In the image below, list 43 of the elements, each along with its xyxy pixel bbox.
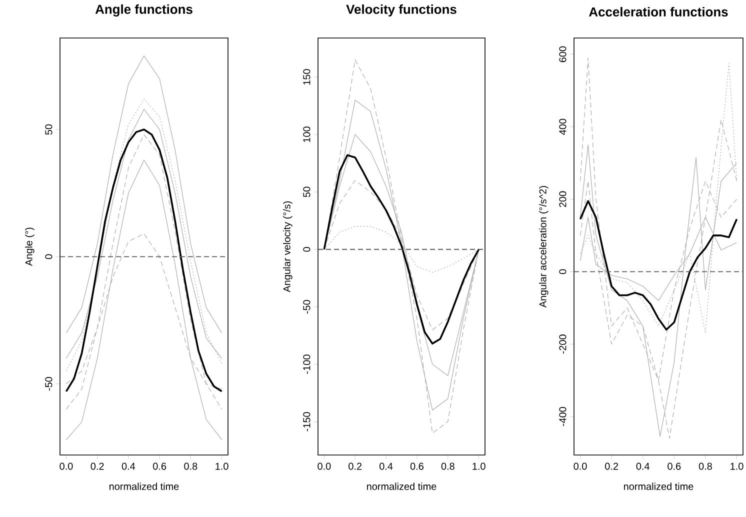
x-tick-label: 0.4 — [380, 462, 393, 470]
y-axis-title: Angular acceleration (°/s^2) — [539, 186, 548, 308]
y-tick-label: 200 — [559, 191, 566, 208]
x-tick-label: 0.2 — [90, 462, 104, 470]
x-tick-label: 0.2 — [605, 462, 618, 470]
y-tick-label: -200 — [559, 334, 566, 354]
x-tick-label: 0.2 — [348, 462, 362, 470]
x-tick-label: 1.0 — [472, 462, 486, 470]
x-tick-label: 0.8 — [698, 462, 712, 470]
chart-title: Velocity functions — [346, 4, 456, 16]
y-tick-label: 0 — [303, 246, 310, 252]
y-tick-label: -50 — [45, 376, 52, 391]
y-tick-label: -50 — [303, 300, 310, 314]
chart-title: Angle functions — [95, 4, 192, 17]
x-tick-label: 0.4 — [122, 462, 136, 470]
x-axis-title: normalized time — [367, 482, 436, 490]
y-tick-label: 50 — [303, 186, 310, 198]
x-tick-label: 0.0 — [318, 462, 331, 470]
y-tick-label: 100 — [303, 126, 310, 142]
y-axis-title: Angular velocity (°/s) — [283, 201, 292, 292]
y-tick-label: -400 — [559, 407, 566, 426]
y-axis-title: Angle (°) — [25, 228, 34, 266]
y-tick-label: 0 — [559, 269, 566, 274]
x-axis-title: normalized time — [110, 482, 179, 490]
x-tick-label: 1.0 — [730, 462, 744, 470]
y-tick-label: 50 — [45, 124, 52, 135]
x-tick-label: 0.4 — [636, 462, 650, 470]
x-tick-label: 0.0 — [574, 462, 587, 470]
y-tick-label: 150 — [303, 69, 310, 85]
x-tick-label: 0.6 — [153, 462, 166, 470]
x-tick-label: 0.6 — [668, 462, 681, 470]
y-tick-label: -100 — [303, 354, 310, 374]
x-tick-label: 0.6 — [410, 462, 424, 470]
x-tick-label: 0.0 — [60, 462, 73, 470]
x-tick-label: 1.0 — [216, 462, 228, 470]
y-tick-label: -150 — [303, 412, 310, 432]
x-tick-label: 0.8 — [184, 462, 198, 470]
x-tick-label: 0.8 — [441, 462, 454, 470]
y-tick-label: 600 — [559, 46, 566, 62]
y-tick-label: 0 — [45, 254, 52, 260]
x-axis-title: normalized time — [624, 482, 694, 490]
chart-title: Acceleration functions — [589, 6, 728, 16]
y-tick-label: 400 — [559, 118, 566, 135]
